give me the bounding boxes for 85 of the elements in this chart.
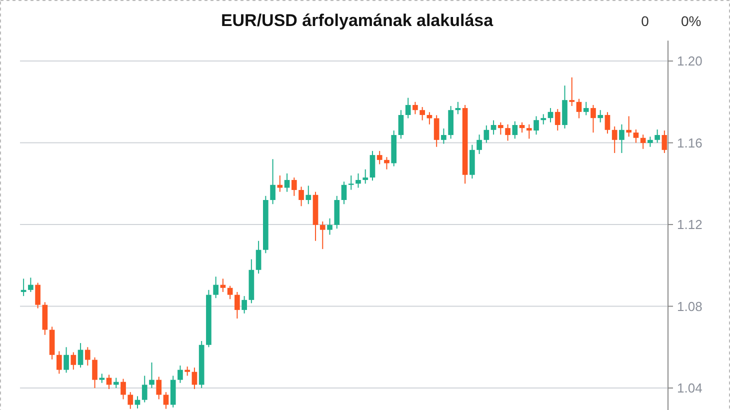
- candlestick: [569, 76, 575, 106]
- candlestick: [20, 278, 26, 297]
- y-tick-label: 1.20: [677, 54, 702, 69]
- candlestick: [156, 376, 162, 400]
- candlestick: [242, 296, 247, 314]
- candlestick: [284, 172, 290, 192]
- candlestick: [476, 134, 482, 155]
- candlestick: [78, 342, 84, 368]
- candlestick: [640, 134, 646, 150]
- candlestick: [234, 291, 240, 320]
- candlestick: [120, 378, 126, 400]
- candlestick: [291, 177, 297, 196]
- candlestick: [227, 285, 233, 300]
- candlestick: [35, 282, 40, 309]
- candlestick: [376, 150, 382, 165]
- candlestick: [405, 97, 411, 119]
- candlestick: [526, 124, 532, 140]
- candlestick: [106, 374, 112, 390]
- candlestick: [662, 130, 667, 154]
- candlestick: [28, 277, 34, 292]
- candlestick: [348, 174, 354, 190]
- candlestick: [92, 356, 98, 389]
- candlestick: [341, 181, 347, 205]
- candlestick: [277, 174, 283, 192]
- candlestick: [412, 101, 418, 115]
- candlestick: [128, 392, 134, 410]
- chart-title: EUR/USD árfolyamának alakulása: [220, 11, 494, 30]
- candlestick: [64, 346, 69, 374]
- candlestick: [113, 377, 119, 389]
- candlestick: [356, 172, 361, 188]
- candlestick: [434, 114, 440, 148]
- y-tick-label: 1.04: [677, 380, 702, 396]
- candlestick: [213, 276, 218, 299]
- candlestick: [149, 362, 154, 389]
- y-tick-label: 1.12: [677, 217, 702, 232]
- candlestick: [604, 112, 610, 134]
- candlestick: [498, 122, 504, 136]
- candlestick: [648, 136, 653, 148]
- candlestick: [184, 366, 190, 376]
- candlestick: [256, 240, 262, 274]
- candlestick: [534, 116, 539, 136]
- candlestick: [142, 375, 148, 403]
- candlestick: [99, 373, 105, 384]
- candlestick: [306, 185, 312, 205]
- text: 0: [641, 13, 650, 29]
- candlestick: [484, 124, 490, 144]
- candlestick: [619, 124, 624, 154]
- candlestick: [384, 156, 390, 170]
- candlestick: [370, 150, 376, 182]
- candlestick: [540, 114, 546, 125]
- candlestick: [270, 158, 276, 205]
- candlestick: [490, 120, 496, 136]
- candlestick: [548, 108, 554, 123]
- candlestick: [362, 168, 368, 184]
- candlestick: [70, 352, 76, 370]
- candlestick: [320, 220, 326, 250]
- candlestick: [192, 367, 198, 390]
- candlestick: [633, 129, 639, 144]
- candlestick: [220, 278, 226, 292]
- candlestick: [134, 396, 140, 409]
- candlestick: [590, 104, 596, 134]
- candlestick: [178, 365, 183, 384]
- y-tick-label: 1.08: [677, 298, 702, 314]
- candlestick: [505, 124, 510, 142]
- y-tick-label: 1.16: [677, 135, 702, 150]
- candlestick: [519, 122, 525, 134]
- candlestick: [576, 98, 582, 119]
- candlestick: [298, 186, 304, 207]
- candlestick: [441, 128, 446, 144]
- candlestick: [612, 126, 618, 154]
- candlestick: [598, 110, 604, 123]
- candlestick: [398, 110, 404, 140]
- candlestick: [163, 392, 169, 410]
- candlestick: [327, 218, 332, 236]
- candlestick: [56, 350, 62, 374]
- candlestick: [554, 108, 560, 132]
- candlestick: [426, 112, 432, 125]
- candlestick: [420, 106, 425, 121]
- candlestick: [583, 101, 589, 116]
- text: 0%: [681, 13, 702, 29]
- candlestick: [84, 346, 90, 366]
- candlestick: [626, 116, 632, 138]
- candlestick: [654, 129, 660, 144]
- candlestick: [455, 101, 461, 115]
- candlestick: [512, 120, 518, 140]
